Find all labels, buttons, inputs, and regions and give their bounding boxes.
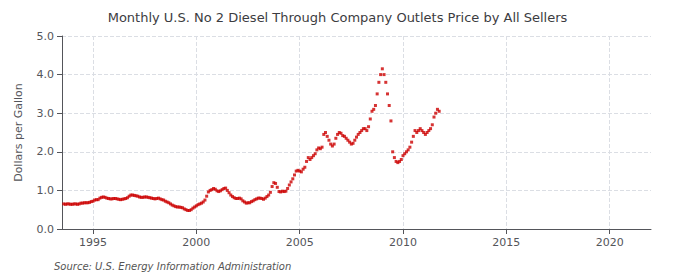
svg-text:3.0: 3.0 (37, 107, 55, 120)
svg-text:1995: 1995 (79, 236, 107, 249)
svg-text:1.0: 1.0 (37, 184, 55, 197)
svg-text:0.0: 0.0 (37, 223, 55, 236)
svg-text:5.0: 5.0 (37, 30, 55, 43)
svg-text:2005: 2005 (286, 236, 314, 249)
svg-text:2015: 2015 (492, 236, 520, 249)
svg-text:Source: U.S. Energy Informatio: Source: U.S. Energy Information Administ… (54, 261, 291, 272)
svg-text:4.0: 4.0 (37, 68, 55, 81)
svg-text:Monthly U.S. No 2 Diesel Throu: Monthly U.S. No 2 Diesel Through Company… (108, 10, 568, 25)
svg-text:2010: 2010 (389, 236, 417, 249)
svg-text:2020: 2020 (596, 236, 624, 249)
svg-text:Dollars per Gallon: Dollars per Gallon (12, 83, 25, 182)
svg-text:2000: 2000 (182, 236, 210, 249)
svg-text:2.0: 2.0 (37, 145, 55, 158)
